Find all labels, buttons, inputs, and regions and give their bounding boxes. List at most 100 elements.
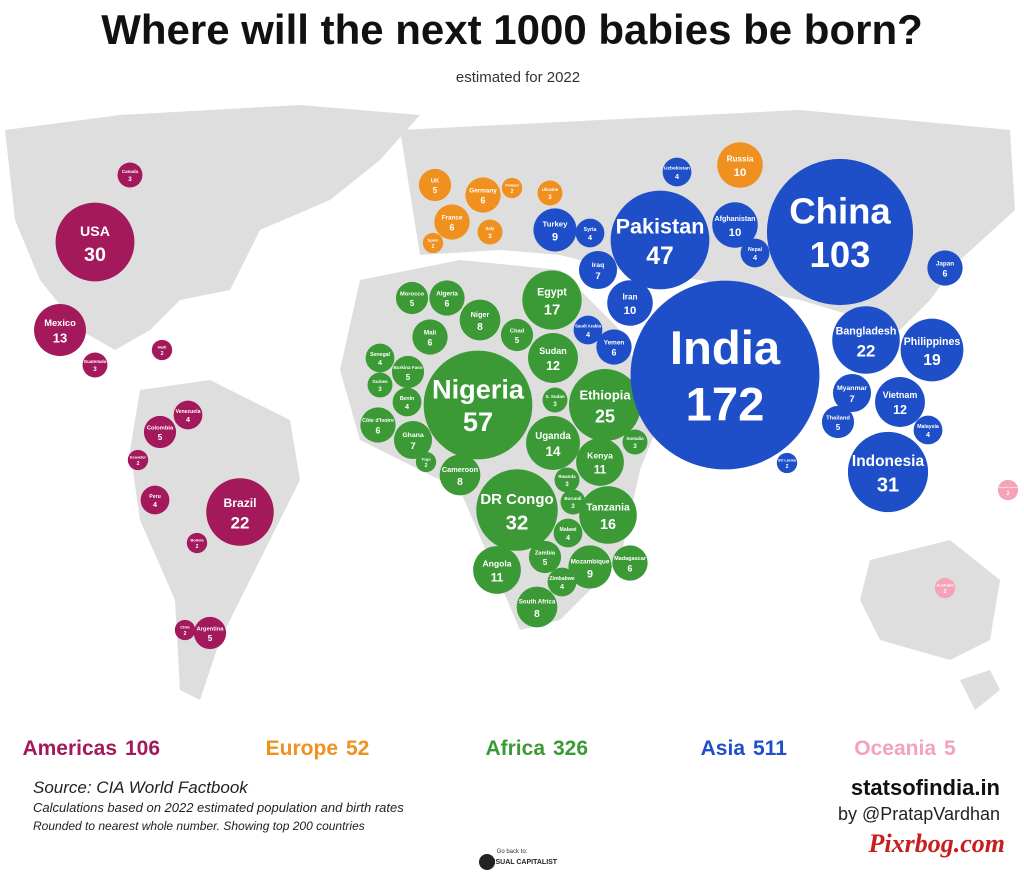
country-bubble xyxy=(547,567,577,597)
country-bubble xyxy=(662,157,692,187)
country-value: 6 xyxy=(628,564,633,574)
region-name: Oceania xyxy=(854,737,936,760)
country-value: 25 xyxy=(595,406,615,426)
country-value: 3 xyxy=(553,401,557,408)
country-name: Algeria xyxy=(436,290,458,297)
country-value: 6 xyxy=(428,338,433,348)
country-bubble xyxy=(186,532,208,554)
country-name: Pakistan xyxy=(616,213,705,238)
country-name: Mozambique xyxy=(571,558,610,565)
country-value: 8 xyxy=(534,609,540,620)
country-bubble xyxy=(422,232,444,254)
country-name: Japan xyxy=(936,260,954,267)
country-bubble xyxy=(439,454,481,496)
country-name: Sri Lanka xyxy=(778,458,797,463)
country-bubble xyxy=(612,545,648,581)
country-name: Uzbekistan xyxy=(664,166,690,172)
logo-icon xyxy=(479,854,495,870)
country-name: Ecuador xyxy=(130,455,146,460)
country-value: 5 xyxy=(836,423,841,432)
country-name: Niger xyxy=(471,310,490,319)
country-value: 3 xyxy=(571,503,575,510)
country-name: S. Sudan xyxy=(545,394,564,399)
country-name: Sudan xyxy=(539,346,566,356)
country-value: 5 xyxy=(515,336,520,345)
note: Calculations based on 2022 estimated pop… xyxy=(33,800,404,815)
country-bubble xyxy=(415,451,437,473)
country-bubble xyxy=(127,449,149,471)
country-value: 17 xyxy=(544,302,561,318)
country-name: Egypt xyxy=(537,286,567,298)
country-value: 4 xyxy=(405,402,409,411)
country-name: Argentina xyxy=(197,627,225,633)
country-value: 3 xyxy=(633,443,637,450)
country-name: Rwanda xyxy=(558,474,576,479)
country-name: Yemen xyxy=(604,339,625,346)
country-value: 14 xyxy=(546,444,561,459)
country-bubble xyxy=(82,352,108,378)
country-value: 57 xyxy=(463,406,493,437)
country-bubble xyxy=(576,438,624,486)
country-bubble xyxy=(553,518,583,548)
country-name: Cameroon xyxy=(442,465,479,474)
country-bubble xyxy=(117,162,143,188)
country-bubble xyxy=(459,299,501,341)
country-value: 12 xyxy=(546,359,560,373)
country-name: Malaysia xyxy=(917,424,939,430)
country-value: 10 xyxy=(624,305,637,317)
country-bubble xyxy=(607,280,653,326)
country-bubble xyxy=(568,545,612,589)
country-bubble xyxy=(630,280,820,470)
country-bubble xyxy=(367,372,393,398)
region-total: 5 xyxy=(944,737,956,760)
country-name: Venezuela xyxy=(175,409,200,415)
country-name: Russia xyxy=(727,154,754,163)
country-bubble xyxy=(832,373,872,413)
country-value: 8 xyxy=(457,477,463,488)
country-value: 7 xyxy=(849,394,854,405)
country-bubble xyxy=(913,415,943,445)
bubbles: USA30Mexico13Brazil22Colombia5Venezuela4… xyxy=(34,142,1019,650)
country-name: Spain xyxy=(428,238,439,243)
country-name: Saudi Arabia xyxy=(575,324,602,329)
country-bubble xyxy=(392,387,422,417)
country-bubble xyxy=(740,238,770,268)
country-value: 32 xyxy=(506,513,529,535)
country-bubble xyxy=(575,218,605,248)
country-value: 4 xyxy=(753,253,757,262)
country-value: 4 xyxy=(926,430,930,439)
country-bubble xyxy=(900,318,964,382)
country-name: Iraq xyxy=(592,262,605,269)
country-value: 16 xyxy=(600,517,616,533)
country-bubble xyxy=(569,369,641,441)
note: Rounded to nearest whole number. Showing… xyxy=(33,819,365,833)
country-value: 3 xyxy=(488,233,492,240)
country-name: Mali xyxy=(424,329,437,336)
country-bubble xyxy=(934,577,956,599)
country-value: 22 xyxy=(231,513,250,532)
country-value: 4 xyxy=(586,330,590,339)
country-value: 5 xyxy=(543,558,548,567)
country-name: Peru xyxy=(149,494,161,500)
country-value: 2 xyxy=(425,463,428,469)
logo-name: VISUAL CAPITALIST xyxy=(489,859,558,866)
logo-caption: Go back to: xyxy=(497,849,528,855)
country-bubble xyxy=(717,142,763,188)
country-bubble xyxy=(528,540,562,574)
country-value: 47 xyxy=(646,243,673,270)
country-bubble xyxy=(393,420,433,460)
country-name: Zambia xyxy=(535,551,556,557)
country-value: 11 xyxy=(594,463,607,477)
country-name: France xyxy=(442,214,463,221)
country-bubble xyxy=(554,467,580,493)
country-name: Vietnam xyxy=(883,390,918,400)
country-value: 22 xyxy=(857,341,876,360)
country-name: Morocco xyxy=(400,292,425,298)
region-name: Asia xyxy=(701,737,746,760)
country-value: 2 xyxy=(1007,491,1010,497)
country-value: 6 xyxy=(481,196,486,206)
country-name: Indonesia xyxy=(852,453,925,470)
country-bubble xyxy=(578,250,618,290)
country-value: 172 xyxy=(686,379,765,432)
watermark: Pixrbog.com xyxy=(868,829,1006,858)
